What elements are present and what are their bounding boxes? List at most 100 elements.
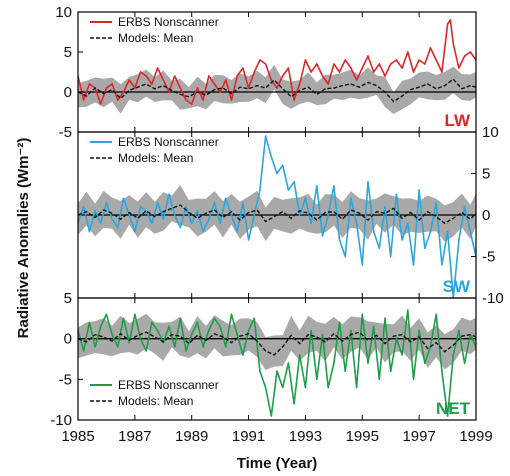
data-point-erbs	[298, 214, 301, 216]
data-point-erbs	[293, 402, 295, 405]
data-point-erbs	[344, 59, 347, 61]
panel-lw: -5 0 5 10 ERBS Nonscanner Models: Mean LW	[55, 4, 477, 141]
data-point-erbs	[173, 346, 176, 348]
data-point-erbs	[117, 99, 119, 101]
data-point-erbs	[185, 99, 187, 101]
data-point-erbs	[208, 329, 210, 332]
legend-label-models: Models: Mean	[118, 151, 193, 165]
data-point-erbs	[469, 51, 472, 53]
data-point-erbs	[310, 222, 312, 225]
data-point-erbs	[361, 264, 364, 266]
data-point-erbs	[88, 321, 91, 324]
data-point-erbs	[350, 329, 352, 332]
data-point-erbs	[463, 55, 466, 57]
data-point-erbs	[190, 222, 193, 225]
data-point-erbs	[344, 370, 347, 373]
legend: ERBS Nonscanner Models: Mean	[90, 378, 219, 408]
data-point-erbs	[378, 63, 381, 65]
data-point-erbs	[185, 350, 187, 352]
data-point-erbs	[338, 239, 341, 241]
data-point-erbs	[236, 75, 238, 77]
legend-label-models: Models: Mean	[118, 31, 193, 45]
data-point-erbs	[190, 333, 193, 336]
data-point-erbs	[316, 185, 318, 187]
data-point-erbs	[134, 313, 136, 316]
data-point-erbs	[162, 218, 165, 220]
data-point-erbs	[384, 205, 386, 208]
data-point-erbs	[395, 59, 398, 61]
data-point-erbs	[310, 71, 312, 73]
data-point-erbs	[247, 329, 250, 332]
panel-sw: -10 -5 0 5 10 ERBS Nonscanner Models: Mean SW	[77, 124, 504, 307]
x-tick-label: 1999	[459, 428, 492, 445]
data-point-erbs	[105, 87, 108, 89]
data-point-erbs	[105, 313, 108, 316]
x-axis-title: Time (Year)	[237, 455, 318, 472]
data-point-erbs	[418, 189, 420, 191]
data-point-erbs	[424, 362, 426, 364]
data-point-erbs	[372, 230, 375, 233]
data-point-erbs	[122, 317, 125, 320]
data-point-erbs	[156, 201, 159, 204]
data-point-erbs	[446, 415, 449, 417]
y-tick-label: 0	[64, 331, 72, 348]
data-point-erbs	[446, 230, 449, 233]
data-point-erbs	[355, 386, 358, 389]
data-point-erbs	[122, 197, 125, 200]
data-point-erbs	[82, 350, 85, 352]
data-point-erbs	[82, 205, 85, 208]
data-point-erbs	[401, 354, 403, 356]
data-point-erbs	[350, 197, 352, 200]
data-point-erbs	[219, 325, 221, 328]
data-point-erbs	[259, 370, 261, 373]
data-point-erbs	[247, 239, 250, 241]
data-point-erbs	[151, 83, 153, 85]
data-point-erbs	[424, 247, 426, 249]
data-point-erbs	[361, 313, 364, 316]
data-point-erbs	[242, 67, 244, 69]
data-point-erbs	[202, 99, 204, 101]
data-point-erbs	[458, 329, 460, 332]
x-tick-label: 1987	[118, 428, 151, 445]
data-point-erbs	[88, 230, 91, 233]
data-point-erbs	[316, 378, 318, 381]
data-point-erbs	[99, 222, 102, 225]
data-point-erbs	[82, 99, 85, 101]
data-point-erbs	[321, 333, 324, 336]
data-point-erbs	[327, 214, 330, 216]
data-point-erbs	[401, 239, 403, 241]
y-tick-label: 5	[482, 166, 490, 183]
data-point-erbs	[247, 87, 250, 89]
data-point-erbs	[168, 193, 170, 196]
y-tick-label: 10	[482, 124, 499, 141]
x-tick-label: 1989	[175, 428, 208, 445]
data-point-erbs	[225, 79, 227, 81]
data-point-erbs	[435, 59, 438, 61]
data-point-erbs	[196, 321, 199, 324]
data-point-erbs	[128, 214, 130, 216]
data-point-erbs	[333, 185, 335, 187]
data-point-erbs	[276, 172, 278, 175]
data-point-erbs	[458, 67, 460, 69]
legend: ERBS Nonscanner Models: Mean	[90, 15, 219, 45]
data-point-erbs	[208, 218, 210, 220]
x-tick-label: 1985	[61, 428, 94, 445]
data-point-erbs	[355, 79, 358, 81]
x-tick-label: 1995	[346, 428, 379, 445]
legend-label-erbs: ERBS Nonscanner	[118, 15, 219, 29]
y-tick-label: 10	[55, 4, 72, 21]
data-point-erbs	[321, 235, 324, 237]
series-erbs-nonscanner	[78, 19, 476, 105]
legend-label-erbs: ERBS Nonscanner	[118, 378, 219, 392]
data-point-erbs	[94, 346, 96, 348]
data-point-erbs	[264, 63, 267, 65]
data-point-erbs	[372, 325, 375, 328]
panel-plot-area	[78, 135, 476, 298]
data-point-erbs	[401, 67, 403, 69]
data-point-erbs	[287, 362, 290, 364]
data-point-erbs	[259, 189, 261, 191]
data-point-erbs	[213, 201, 216, 204]
data-point-erbs	[298, 83, 301, 85]
